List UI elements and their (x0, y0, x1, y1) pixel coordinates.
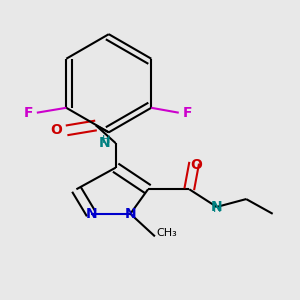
Text: O: O (50, 123, 62, 137)
Text: O: O (190, 158, 202, 172)
Text: N: N (211, 200, 223, 214)
Text: F: F (23, 106, 33, 120)
Text: H: H (102, 135, 111, 145)
Text: CH₃: CH₃ (157, 228, 178, 238)
Text: F: F (183, 106, 192, 120)
Text: N: N (85, 207, 97, 221)
Text: N: N (124, 207, 136, 221)
Text: H: H (213, 204, 221, 214)
Text: N: N (99, 136, 111, 150)
